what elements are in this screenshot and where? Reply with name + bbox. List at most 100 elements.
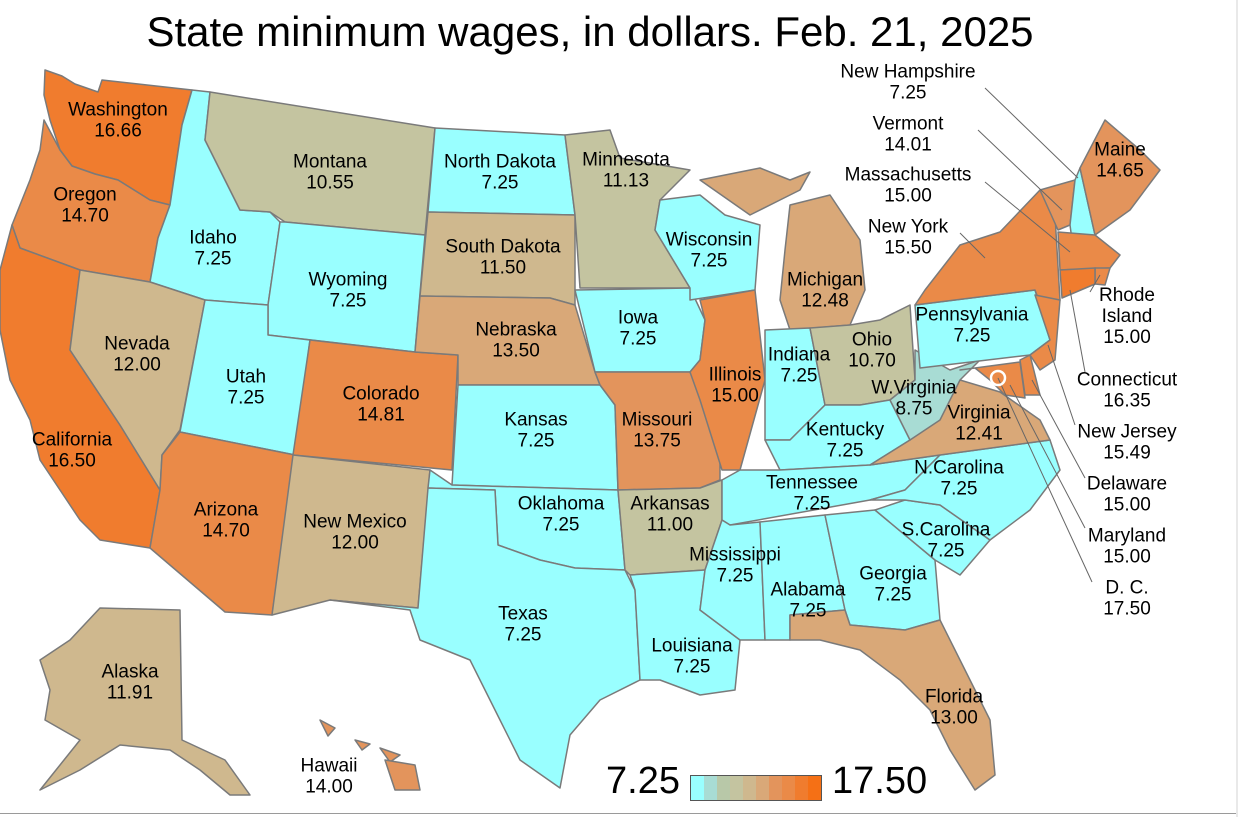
state-wage-ks: 7.25 xyxy=(518,431,555,452)
state-name-ks: Kansas xyxy=(504,410,567,431)
state-wage-ct: 16.35 xyxy=(1103,391,1151,412)
state-name-ut: Utah xyxy=(226,367,266,388)
state-shape-co xyxy=(292,339,459,471)
state-name-nm: New Mexico xyxy=(303,512,406,533)
state-wage-ia: 7.25 xyxy=(620,329,657,350)
state-wage-mi: 12.48 xyxy=(801,291,849,312)
legend-swatch xyxy=(691,776,704,800)
state-name-wa: Washington xyxy=(68,100,168,121)
state-shape-nc xyxy=(869,439,1061,541)
state-wage-mo: 13.75 xyxy=(633,431,681,452)
state-wage-md: 15.00 xyxy=(1103,547,1151,568)
state-name-ri: Island xyxy=(1102,306,1153,327)
state-wage-ms: 7.25 xyxy=(717,566,754,587)
legend-swatch xyxy=(795,776,808,800)
state-name-pa: Pennsylvania xyxy=(915,305,1028,326)
legend-swatch xyxy=(743,776,756,800)
state-co xyxy=(292,339,459,471)
state-wage-id: 7.25 xyxy=(195,249,232,270)
leader-line-ma xyxy=(984,181,1071,253)
state-shape-hi xyxy=(319,719,336,737)
state-shape-ak xyxy=(39,607,251,796)
state-name-mt: Montana xyxy=(293,152,367,173)
leader-line-nj xyxy=(1047,344,1076,426)
state-wage-tn: 7.25 xyxy=(794,494,831,515)
state-name-ca: California xyxy=(32,430,113,451)
state-wage-ne: 13.50 xyxy=(492,341,540,362)
state-ak xyxy=(39,607,251,796)
state-wage-oh: 10.70 xyxy=(848,351,896,372)
state-wage-or: 14.70 xyxy=(61,206,109,227)
state-name-mi: Michigan xyxy=(787,270,863,291)
state-name-md: Maryland xyxy=(1088,526,1166,547)
legend-swatch xyxy=(769,776,782,800)
state-shape-mi xyxy=(699,167,811,216)
state-name-az: Arizona xyxy=(194,500,259,521)
legend-min-label: 7.25 xyxy=(606,760,680,802)
state-name-de: Delaware xyxy=(1087,474,1167,495)
state-name-dc: D. C. xyxy=(1105,578,1148,599)
state-wage-ok: 7.25 xyxy=(543,515,580,536)
state-name-id: Idaho xyxy=(189,228,237,249)
state-wage-ak: 11.91 xyxy=(107,683,153,704)
state-wage-la: 7.25 xyxy=(674,657,711,678)
state-shape-ri xyxy=(1094,267,1111,286)
state-shape-hi xyxy=(384,759,421,791)
state-wage-co: 14.81 xyxy=(357,405,405,426)
state-wage-wi: 7.25 xyxy=(691,251,728,272)
state-nj xyxy=(1029,294,1061,371)
dc-marker xyxy=(989,369,1007,387)
state-ny xyxy=(914,189,1061,331)
map-title: State minimum wages, in dollars. Feb. 21… xyxy=(146,8,1034,55)
state-name-sd: South Dakota xyxy=(445,237,561,258)
state-wage-ca: 16.50 xyxy=(48,451,96,472)
state-il xyxy=(689,289,766,471)
legend-swatch xyxy=(717,776,730,800)
state-name-ny: New York xyxy=(868,217,949,238)
state-name-ar: Arkansas xyxy=(630,494,709,515)
legend-swatch xyxy=(730,776,743,800)
state-name-ia: Iowa xyxy=(618,308,659,329)
leader-line-vt xyxy=(977,129,1063,211)
state-name-al: Alabama xyxy=(771,580,846,601)
state-shape-tx xyxy=(329,487,641,789)
state-wage-wv: 8.75 xyxy=(896,399,933,420)
state-wage-va: 12.41 xyxy=(955,424,1003,445)
state-shape-ma xyxy=(1057,231,1121,271)
state-wage-dc: 17.50 xyxy=(1103,599,1151,620)
state-name-nj: New Jersey xyxy=(1077,422,1177,443)
state-wage-nm: 12.00 xyxy=(331,533,379,554)
state-wage-ma: 15.00 xyxy=(884,186,932,207)
state-name-ri: Rhode xyxy=(1099,285,1155,306)
state-wage-ri: 15.00 xyxy=(1103,327,1151,348)
state-ct xyxy=(1059,267,1096,299)
right-border xyxy=(1236,0,1238,817)
state-wage-az: 14.70 xyxy=(202,521,250,542)
state-wage-il: 15.00 xyxy=(711,386,759,407)
state-wage-ga: 7.25 xyxy=(875,585,912,606)
state-name-co: Colorado xyxy=(342,384,419,405)
state-name-wv: W.Virginia xyxy=(871,378,957,399)
state-wage-me: 14.65 xyxy=(1096,161,1144,182)
state-name-me: Maine xyxy=(1094,140,1146,161)
state-name-la: Louisiana xyxy=(651,636,733,657)
state-name-ma: Massachusetts xyxy=(845,165,972,186)
state-name-tx: Texas xyxy=(498,604,548,625)
state-shape-ct xyxy=(1059,267,1096,299)
state-name-hi: Hawaii xyxy=(300,756,357,777)
state-name-ct: Connecticut xyxy=(1077,370,1178,391)
state-name-nh: New Hampshire xyxy=(840,62,975,83)
state-wage-nc: 7.25 xyxy=(941,479,978,500)
legend-color-scale xyxy=(690,775,822,801)
state-wage-hi: 14.00 xyxy=(305,777,353,798)
state-wage-wy: 7.25 xyxy=(330,291,367,312)
bottom-border xyxy=(0,813,1238,814)
state-name-sc: S.Carolina xyxy=(902,520,991,541)
legend-swatch xyxy=(704,776,717,800)
legend-max-label: 17.50 xyxy=(832,760,928,802)
state-wage-tx: 7.25 xyxy=(505,625,542,646)
state-shape-fl xyxy=(789,609,996,791)
state-nc xyxy=(869,439,1061,541)
state-wage-in: 7.25 xyxy=(781,366,818,387)
